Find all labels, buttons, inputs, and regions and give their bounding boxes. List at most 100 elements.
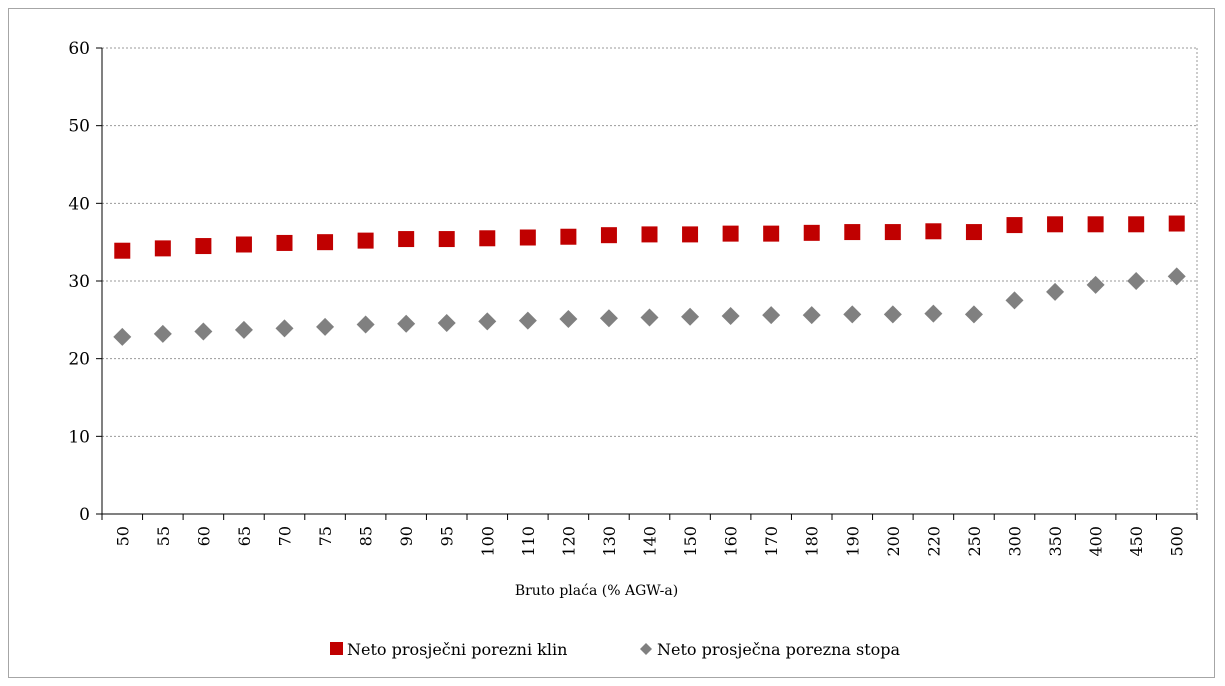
- data-point-diamond: [234, 320, 253, 339]
- data-point-square: [965, 224, 982, 241]
- series-1: [114, 215, 1185, 259]
- data-point-square: [1168, 215, 1185, 232]
- data-point-diamond: [1167, 267, 1186, 286]
- x-tick-label: 300: [1006, 526, 1025, 557]
- x-tick-label: 180: [803, 526, 822, 557]
- data-point-square: [925, 223, 942, 240]
- x-tick-label: 100: [478, 526, 497, 557]
- data-point-square: [357, 232, 374, 249]
- x-tick-label: 70: [276, 526, 295, 546]
- x-tick-label: 95: [438, 526, 457, 546]
- data-point-diamond: [843, 305, 862, 324]
- data-point-diamond: [275, 319, 294, 338]
- legend-marker-square: [330, 642, 343, 655]
- x-tick-label: 75: [316, 526, 335, 546]
- x-axis-title: Bruto plaća (% AGW-a): [515, 583, 678, 599]
- data-point-square: [803, 224, 820, 241]
- y-tick-label: 40: [68, 194, 90, 214]
- data-point-square: [154, 240, 171, 257]
- data-point-square: [560, 228, 577, 245]
- data-point-diamond: [1086, 275, 1105, 294]
- data-point-diamond: [924, 304, 943, 323]
- x-axis-ticks: 50 55 60 65 70 75 85 90 95 100 110 120 130 140 150 160 1…: [101, 513, 1198, 557]
- data-point-square: [438, 231, 455, 248]
- data-point-square: [682, 226, 699, 243]
- data-point-diamond: [397, 314, 416, 333]
- data-point-square: [479, 230, 496, 247]
- x-tick-label: 130: [600, 526, 619, 557]
- data-point-diamond: [802, 306, 821, 325]
- data-point-diamond: [518, 311, 537, 330]
- data-point-diamond: [721, 306, 740, 325]
- gridlines: [102, 47, 1198, 514]
- legend: Neto prosječni porezni klin Neto prosječn…: [330, 640, 901, 659]
- data-point-square: [1128, 216, 1145, 233]
- x-tick-label: 90: [397, 526, 416, 546]
- x-tick-label: 110: [519, 526, 538, 557]
- x-tick-label: 120: [559, 526, 578, 557]
- y-tick-label: 0: [79, 505, 90, 525]
- data-point-diamond: [356, 315, 375, 334]
- data-point-square: [844, 224, 861, 241]
- x-tick-label: 400: [1087, 526, 1106, 557]
- y-tick-label: 10: [68, 427, 90, 447]
- x-tick-label: 160: [722, 526, 741, 557]
- data-point-square: [235, 236, 252, 253]
- x-tick-label: 65: [235, 526, 254, 546]
- data-point-square: [884, 224, 901, 241]
- data-point-diamond: [194, 322, 213, 341]
- data-point-diamond: [964, 305, 983, 324]
- x-tick-label: 55: [154, 526, 173, 546]
- data-point-diamond: [478, 312, 497, 331]
- data-point-square: [398, 231, 415, 248]
- data-point-diamond: [316, 317, 335, 336]
- data-point-square: [1087, 216, 1104, 233]
- data-point-square: [317, 234, 334, 251]
- x-tick-label: 140: [641, 526, 660, 557]
- x-tick-label: 150: [681, 526, 700, 557]
- data-point-square: [195, 238, 212, 255]
- data-point-square: [1047, 216, 1064, 233]
- data-point-square: [519, 229, 536, 246]
- data-point-square: [641, 226, 658, 243]
- chart-frame: [8, 8, 1215, 678]
- x-tick-label: 85: [357, 526, 376, 546]
- data-point-diamond: [1046, 282, 1065, 301]
- y-tick-label: 30: [68, 272, 90, 292]
- data-point-diamond: [681, 307, 700, 326]
- x-tick-label: 60: [194, 526, 213, 546]
- x-tick-label: 50: [113, 526, 132, 546]
- data-point-diamond: [640, 308, 659, 327]
- x-tick-label: 250: [965, 526, 984, 557]
- data-point-square: [722, 225, 739, 242]
- y-axis-ticks: 0 10 20 30 40 50 60: [68, 39, 103, 525]
- data-point-diamond: [559, 310, 578, 329]
- x-tick-label: 220: [924, 526, 943, 557]
- data-point-diamond: [153, 324, 172, 343]
- y-tick-label: 20: [68, 350, 90, 370]
- data-point-square: [763, 225, 780, 242]
- data-point-diamond: [599, 309, 618, 328]
- x-tick-label: 350: [1046, 526, 1065, 557]
- data-point-diamond: [883, 305, 902, 324]
- x-tick-label: 170: [762, 526, 781, 557]
- series-2: [113, 267, 1186, 346]
- data-point-diamond: [1127, 272, 1146, 290]
- data-point-diamond: [437, 313, 456, 332]
- data-point-diamond: [1005, 291, 1024, 310]
- data-point-square: [114, 242, 131, 259]
- x-tick-label: 190: [843, 526, 862, 557]
- y-tick-label: 50: [68, 117, 90, 137]
- x-tick-label: 500: [1168, 526, 1187, 557]
- y-tick-label: 60: [68, 39, 90, 59]
- legend-label-1: Neto prosječni porezni klin: [347, 640, 567, 659]
- data-point-square: [600, 227, 617, 244]
- data-point-square: [1006, 217, 1023, 234]
- legend-marker-diamond: [640, 643, 652, 655]
- data-point-diamond: [762, 306, 781, 325]
- x-tick-label: 450: [1127, 526, 1146, 557]
- x-tick-label: 200: [884, 526, 903, 557]
- data-point-diamond: [113, 327, 132, 346]
- legend-label-2: Neto prosječna porezna stopa: [657, 640, 901, 659]
